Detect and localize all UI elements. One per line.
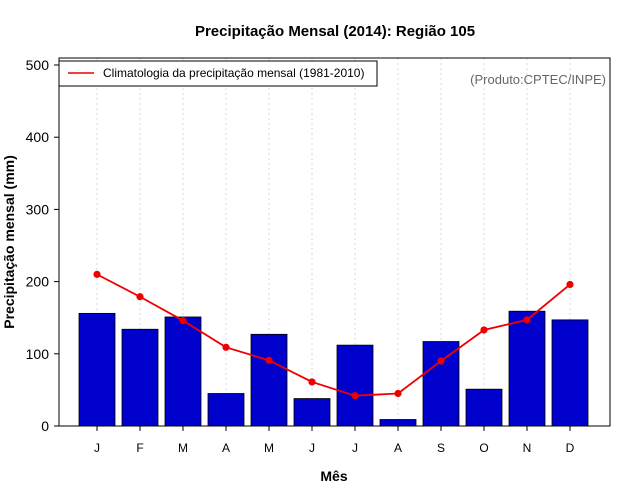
plot-frame <box>58 57 611 427</box>
x-tick-label: F <box>136 441 143 455</box>
climatology-point-3 <box>179 316 187 325</box>
bar-9 <box>422 341 460 427</box>
bar-10 <box>465 388 503 427</box>
climatology-point-9 <box>437 357 445 365</box>
y-axis-label: Precipitação mensal (mm) <box>1 155 17 329</box>
climatology-point-7 <box>351 392 359 400</box>
bar-12 <box>551 319 589 427</box>
bar-6 <box>293 398 331 427</box>
climatology-point-10 <box>480 326 488 334</box>
x-tick-label: J <box>94 441 100 455</box>
climatology-point-1 <box>93 270 101 278</box>
climatology-point-8 <box>394 389 402 398</box>
bars-layer <box>78 310 589 427</box>
y-tick-label: 300 <box>26 201 50 217</box>
bar-1 <box>78 312 116 427</box>
climatology-point-2 <box>136 293 144 301</box>
y-tick-label: 0 <box>41 418 49 434</box>
climatology-point-11 <box>523 316 531 324</box>
legend-label: Climatologia da precipitação mensal (198… <box>103 66 364 80</box>
bar-3 <box>164 316 202 427</box>
climatology-point-5 <box>265 356 273 364</box>
bar-2 <box>121 328 159 427</box>
x-tick-label: A <box>222 441 230 455</box>
x-tick-label: A <box>394 441 402 455</box>
bar-5 <box>250 333 288 427</box>
climatology-point-4 <box>222 343 230 351</box>
y-tick-label: 100 <box>26 346 50 362</box>
y-tick-label: 400 <box>26 129 50 145</box>
y-tick-label: 500 <box>26 57 50 73</box>
bar-11 <box>508 310 546 427</box>
chart-title: Precipitação Mensal (2014): Região 105 <box>195 23 475 40</box>
climatology-points-layer <box>93 270 574 400</box>
climatology-point-12 <box>566 280 574 289</box>
x-tick-label: N <box>523 441 532 455</box>
climatology-point-6 <box>308 378 316 386</box>
climatology-line <box>96 273 571 397</box>
source-annotation: (Produto:CPTEC/INPE) <box>470 72 606 87</box>
bar-8 <box>379 419 417 427</box>
x-tick-label: M <box>178 441 188 455</box>
x-tick-label: M <box>264 441 274 455</box>
x-axis-label: Mês <box>320 468 347 484</box>
legend: Climatologia da precipitação mensal (198… <box>58 60 378 87</box>
x-tick-label: J <box>352 441 358 455</box>
y-axis: 0 100 200 300 400 500 <box>26 57 59 434</box>
y-tick-label: 200 <box>26 274 50 290</box>
x-tick-label: D <box>566 441 575 455</box>
bar-4 <box>207 393 245 427</box>
x-tick-label: J <box>309 441 315 455</box>
x-tick-label: S <box>437 441 445 455</box>
climatology-line-layer <box>96 273 571 397</box>
legend-box <box>58 60 378 87</box>
x-tick-label: O <box>479 441 488 455</box>
bar-7 <box>336 344 374 427</box>
